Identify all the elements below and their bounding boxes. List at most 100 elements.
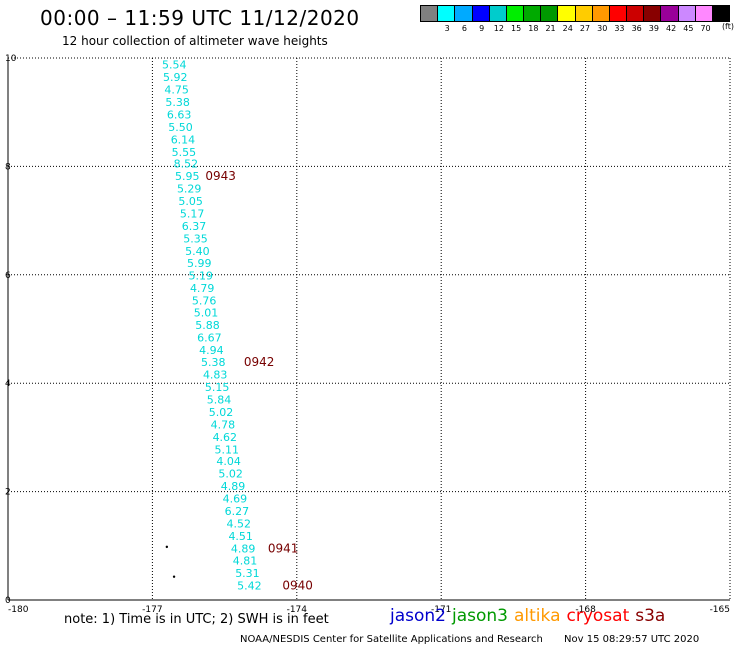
x-tick-label: -177 bbox=[142, 605, 162, 615]
wave-height-label: 5.02 bbox=[209, 406, 234, 419]
wave-height-label: 5.95 bbox=[175, 170, 200, 183]
wave-height-label: 6.67 bbox=[197, 332, 222, 345]
color-scale-label: 12 bbox=[493, 24, 504, 33]
x-tick-label: -174 bbox=[287, 605, 308, 615]
color-scale-label: 42 bbox=[666, 24, 677, 33]
time-label: 0942 bbox=[244, 355, 275, 369]
color-scale-labels: 3 6 9 12 15 18 21 24 27 30 33 36 39 42 45 70 bbox=[420, 24, 730, 36]
wave-height-label: 5.88 bbox=[195, 319, 220, 332]
color-swatch bbox=[524, 6, 542, 21]
wave-height-label: 4.83 bbox=[203, 369, 228, 382]
map-dot bbox=[172, 575, 176, 578]
color-swatch bbox=[506, 6, 525, 21]
y-tick-label: 10 bbox=[5, 54, 17, 64]
wave-height-label: 6.14 bbox=[171, 133, 196, 146]
color-scale-label: 18 bbox=[528, 24, 539, 33]
x-tick-label: -171 bbox=[431, 605, 451, 615]
wave-height-label: 4.79 bbox=[190, 282, 215, 295]
satellite-legend: jason2 jason3 altika cryosat s3a bbox=[390, 606, 671, 626]
wave-height-label: 5.15 bbox=[205, 381, 230, 394]
time-label: 0940 bbox=[282, 578, 313, 592]
color-scale-label: 27 bbox=[579, 24, 591, 33]
wave-height-label: 5.05 bbox=[178, 195, 203, 208]
color-swatch bbox=[712, 6, 730, 21]
wave-height-label: 4.51 bbox=[228, 530, 253, 543]
y-tick-label: 6 bbox=[5, 271, 11, 281]
color-scale-label: 21 bbox=[545, 24, 556, 33]
wave-height-label: 5.11 bbox=[214, 443, 239, 456]
chart-subtitle: 12 hour collection of altimeter wave hei… bbox=[62, 34, 328, 48]
wave-height-label: 5.84 bbox=[207, 393, 232, 406]
wave-height-label: 4.52 bbox=[227, 518, 252, 531]
color-swatch bbox=[627, 6, 645, 21]
wave-height-label: 5.17 bbox=[180, 208, 205, 221]
wave-height-label: 4.81 bbox=[233, 554, 257, 567]
wave-height-label: 5.50 bbox=[168, 121, 193, 134]
color-scale-label: 33 bbox=[614, 24, 625, 33]
color-swatch bbox=[421, 6, 439, 21]
color-swatch bbox=[661, 6, 679, 21]
color-scale-label: 39 bbox=[648, 24, 659, 33]
map-dot bbox=[165, 545, 169, 549]
color-scale-label: 30 bbox=[597, 24, 608, 33]
x-tick-label: -165 bbox=[710, 605, 730, 615]
color-scale-label: 70 bbox=[700, 24, 711, 33]
satellite-s3a: s3a bbox=[635, 606, 666, 626]
color-swatch bbox=[592, 6, 610, 21]
wave-height-label: 5.01 bbox=[194, 307, 219, 320]
color-scale-label: 3 bbox=[444, 24, 450, 33]
x-tick-label: -168 bbox=[575, 605, 596, 615]
wave-height-label: 5.19 bbox=[189, 269, 214, 282]
color-swatch bbox=[489, 6, 507, 21]
wave-height-label: 5.38 bbox=[165, 96, 190, 109]
wave-height-label: 5.29 bbox=[177, 183, 202, 196]
color-scale-legend: 3 6 9 12 15 18 21 24 27 30 33 36 39 42 45 70 (ft) bbox=[420, 5, 734, 37]
color-swatch bbox=[695, 6, 713, 21]
wave-height-label: 5.35 bbox=[183, 232, 208, 245]
wave-height-label: 5.40 bbox=[185, 245, 210, 258]
satellite-altika: altika bbox=[514, 606, 561, 626]
chart-title: 00:00 – 11:59 UTC 11/12/2020 bbox=[40, 6, 360, 30]
wave-height-label: 5.99 bbox=[187, 257, 212, 270]
wave-height-label: 5.38 bbox=[201, 356, 226, 369]
color-swatch bbox=[541, 6, 559, 21]
y-tick-label: 0 bbox=[5, 596, 11, 606]
wave-height-label: 6.27 bbox=[225, 505, 250, 518]
wave-height-label: 5.31 bbox=[235, 567, 260, 580]
time-label: 0943 bbox=[205, 169, 236, 183]
color-swatch bbox=[609, 6, 628, 21]
wave-height-label: 8.52 bbox=[174, 158, 199, 171]
wave-height-label: 5.92 bbox=[163, 71, 188, 84]
wave-height-label: 6.63 bbox=[167, 108, 192, 121]
y-tick-label: 2 bbox=[5, 488, 11, 498]
wave-height-label: 4.89 bbox=[221, 480, 246, 493]
color-swatch bbox=[644, 6, 662, 21]
time-label: 0941 bbox=[268, 542, 299, 556]
wave-height-label: 4.62 bbox=[213, 431, 238, 444]
wave-height-label: 4.94 bbox=[199, 344, 224, 357]
wave-height-label: 4.78 bbox=[211, 418, 236, 431]
wave-height-label: 6.37 bbox=[182, 220, 207, 233]
color-scale-label: 15 bbox=[511, 24, 522, 33]
wave-height-label: 5.55 bbox=[172, 146, 197, 159]
satellite-jason2: jason2 bbox=[390, 606, 446, 626]
wave-height-label: 5.76 bbox=[192, 294, 217, 307]
wave-height-label: 5.02 bbox=[218, 468, 243, 481]
wave-height-label: 5.42 bbox=[237, 579, 262, 592]
color-swatch bbox=[438, 6, 456, 21]
color-swatch bbox=[575, 6, 593, 21]
footer: NOAA/NESDIS Center for Satellite Applica… bbox=[240, 634, 699, 645]
wave-height-label: 4.04 bbox=[216, 455, 241, 468]
footer-credit: NOAA/NESDIS Center for Satellite Applica… bbox=[240, 634, 543, 645]
color-swatch bbox=[455, 6, 473, 21]
color-scale-label: 36 bbox=[631, 24, 642, 33]
color-scale-label: 45 bbox=[683, 24, 694, 33]
wave-height-label: 4.69 bbox=[223, 493, 248, 506]
color-swatch bbox=[678, 6, 696, 21]
color-scale-label: 24 bbox=[562, 24, 573, 33]
color-swatch bbox=[558, 6, 576, 21]
y-tick-label: 8 bbox=[5, 162, 11, 172]
satellite-jason3: jason3 bbox=[452, 606, 508, 626]
wave-height-label: 4.75 bbox=[164, 83, 189, 96]
